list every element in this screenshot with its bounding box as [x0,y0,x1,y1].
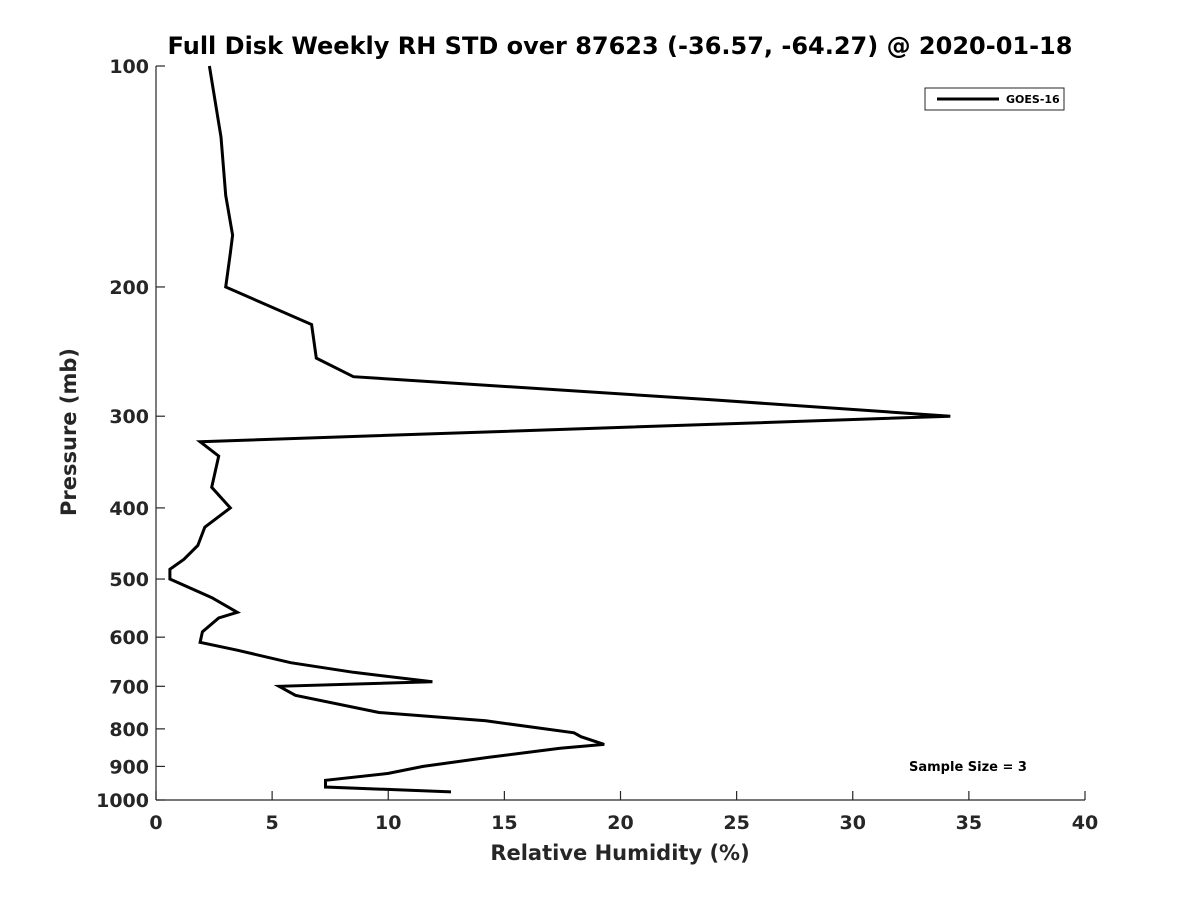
x-tick-label: 40 [1072,812,1098,834]
y-tick-label: 1000 [96,790,149,812]
series-line-goes-16 [168,65,951,794]
y-axis-ticks: 100 200 300 400 500 600 700 800 900 1000 [96,56,165,812]
y-tick-label: 100 [109,56,149,78]
y-tick-label: 800 [109,719,149,741]
x-tick-label: 0 [149,812,162,834]
x-tick-label: 25 [723,812,749,834]
x-tick-label: 35 [956,812,982,834]
x-tick-label: 10 [375,812,401,834]
legend: GOES-16 [924,87,1065,111]
x-axis-ticks: 0 5 10 15 20 25 30 35 40 [149,791,1098,834]
series-layer [168,65,951,794]
y-tick-label: 300 [109,406,149,428]
y-tick-label: 400 [109,498,149,520]
legend-entry-goes-16: GOES-16 [1006,93,1060,106]
sample-size-annotation: Sample Size = 3 [909,760,1027,775]
y-axis-label: Pressure (mb) [57,348,81,516]
y-tick-label: 700 [109,676,149,698]
axes [155,66,1085,801]
y-tick-label: 200 [109,277,149,299]
y-tick-label: 900 [109,756,149,778]
x-tick-label: 30 [840,812,866,834]
y-tick-label: 600 [109,627,149,649]
x-tick-label: 20 [607,812,633,834]
x-tick-label: 15 [491,812,517,834]
chart-title: Full Disk Weekly RH STD over 87623 (-36.… [168,32,1073,60]
x-tick-label: 5 [266,812,279,834]
x-axis-label: Relative Humidity (%) [490,841,749,865]
y-tick-label: 500 [109,569,149,591]
